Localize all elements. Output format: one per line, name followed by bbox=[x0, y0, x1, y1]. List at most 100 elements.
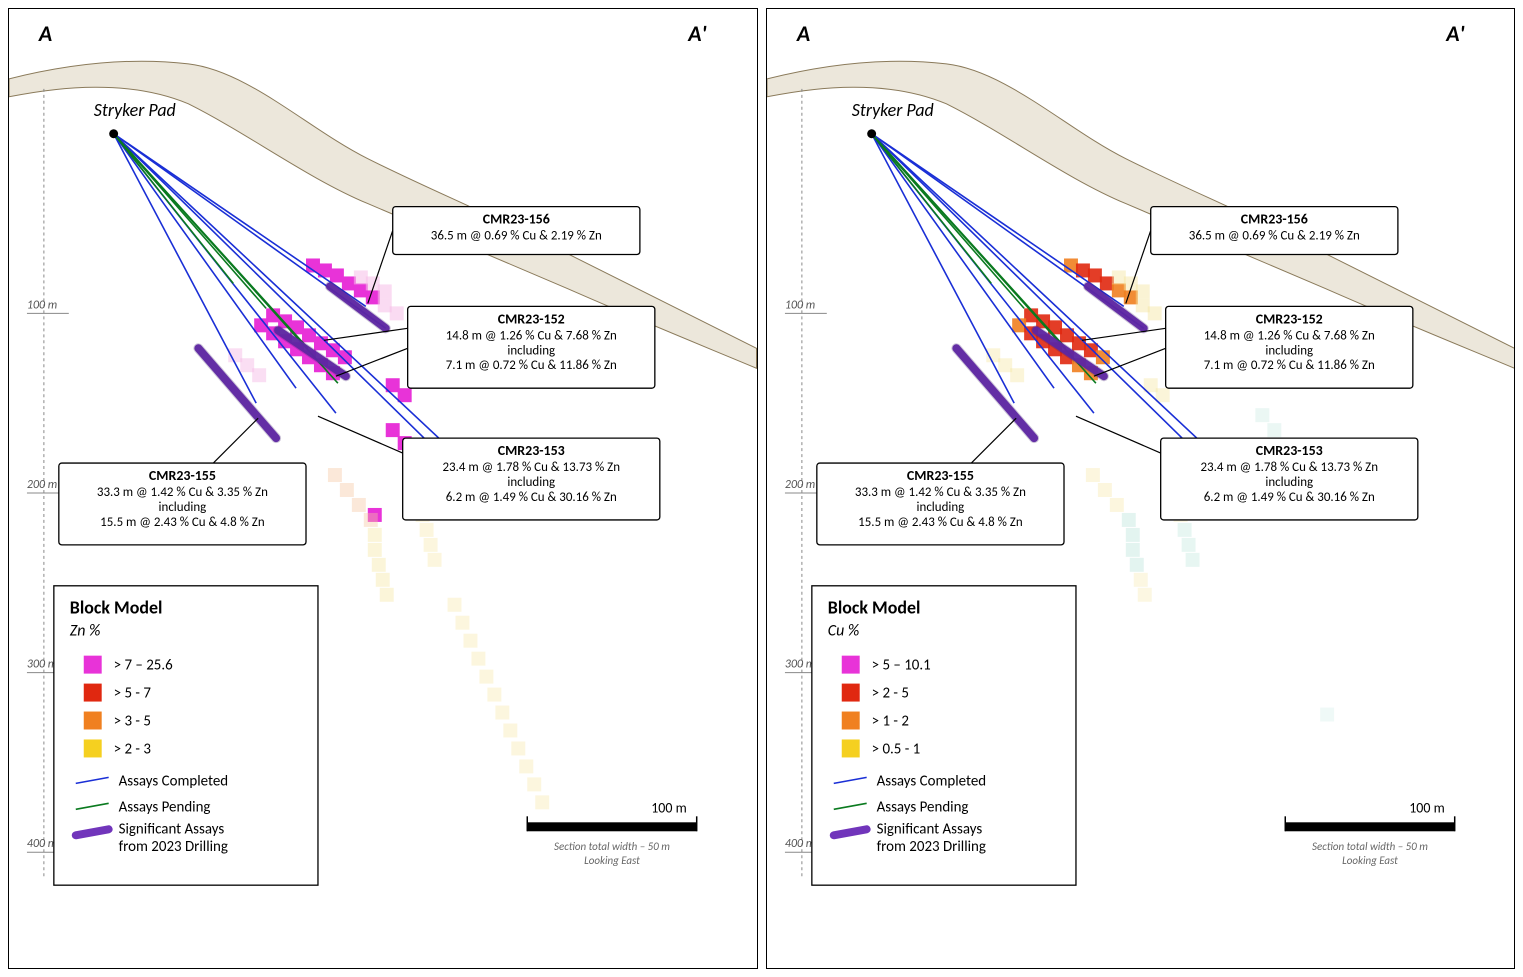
callout-line: 23.4 m @ 1.78 % Cu & 13.73 % Zn bbox=[1200, 460, 1378, 475]
collar-point bbox=[109, 129, 118, 138]
legend-grade-label: > 1 - 2 bbox=[871, 712, 908, 730]
legend-label: from 2023 Drilling bbox=[119, 838, 228, 856]
depth-label: 300 m bbox=[27, 658, 57, 672]
legend-label: Assays Pending bbox=[876, 798, 968, 816]
block-cell bbox=[1135, 298, 1149, 312]
block-cell bbox=[1181, 538, 1195, 552]
block-cell bbox=[463, 634, 477, 648]
block-cell bbox=[1125, 528, 1139, 542]
callout-leader bbox=[1081, 328, 1165, 340]
drill-line bbox=[114, 134, 234, 284]
scale-label: 100 m bbox=[1409, 799, 1445, 816]
callout-line: 15.5 m @ 2.43 % Cu & 4.8 % Zn bbox=[100, 515, 265, 530]
block-cell bbox=[1129, 558, 1143, 572]
collar-point bbox=[867, 129, 876, 138]
callout-line: 23.4 m @ 1.78 % Cu & 13.73 % Zn bbox=[442, 460, 620, 475]
block-cell bbox=[1097, 483, 1111, 497]
block-cell bbox=[1137, 588, 1151, 602]
block-cell bbox=[456, 616, 470, 630]
block-cell bbox=[1255, 408, 1269, 422]
callout-line: including bbox=[1265, 475, 1313, 490]
block-cell bbox=[326, 343, 340, 357]
callout-line: including bbox=[159, 500, 207, 515]
block-cell bbox=[479, 670, 493, 684]
section-label-left: A bbox=[38, 20, 52, 47]
block-cell bbox=[328, 468, 342, 482]
depth-label: 100 m bbox=[784, 298, 814, 312]
block-cell bbox=[1099, 276, 1113, 290]
legend-subtitle: Cu % bbox=[827, 622, 859, 641]
legend-label: Significant Assays bbox=[119, 820, 225, 838]
block-cell bbox=[1085, 468, 1099, 482]
callout-line: 7.1 m @ 0.72 % Cu & 11.86 % Zn bbox=[446, 358, 617, 373]
block-cell bbox=[503, 724, 517, 738]
block-cell bbox=[240, 358, 254, 372]
depth-label: 100 m bbox=[27, 298, 57, 312]
callout-title: CMR23-152 bbox=[1255, 310, 1322, 327]
scale-bar bbox=[527, 822, 696, 831]
legend-title: Block Model bbox=[70, 597, 163, 619]
block-cell bbox=[998, 358, 1012, 372]
block-cell bbox=[1109, 498, 1123, 512]
block-cell bbox=[1083, 343, 1097, 357]
callout-leader bbox=[213, 418, 258, 463]
callout-line: 14.8 m @ 1.26 % Cu & 7.68 % Zn bbox=[446, 328, 617, 343]
block-cell bbox=[424, 538, 438, 552]
block-cell bbox=[354, 270, 368, 284]
origin-label: Stryker Pad bbox=[851, 99, 933, 121]
drill-line bbox=[871, 134, 991, 284]
legend-swatch bbox=[841, 684, 859, 702]
block-cell bbox=[448, 598, 462, 612]
callout-leader bbox=[324, 328, 408, 340]
block-cell bbox=[1111, 283, 1125, 297]
callout-title: CMR23-153 bbox=[1255, 442, 1322, 459]
section-label-left: A bbox=[795, 20, 809, 47]
legend-label: Assays Completed bbox=[876, 772, 986, 790]
block-cell bbox=[1125, 543, 1139, 557]
callout-line: including bbox=[916, 500, 964, 515]
block-cell bbox=[390, 306, 404, 320]
footer-line: Section total width – 50 m bbox=[1312, 840, 1428, 853]
depth-label: 300 m bbox=[784, 658, 814, 672]
block-cell bbox=[352, 498, 366, 512]
block-cell bbox=[535, 795, 549, 809]
callout-line: 36.5 m @ 0.69 % Cu & 2.19 % Zn bbox=[1188, 229, 1359, 244]
figure-wrap: 100 m200 m300 m400 mStryker PadAA'CMR23-… bbox=[0, 0, 1523, 977]
legend-grade-label: > 7 – 25.6 bbox=[114, 657, 173, 675]
block-cell bbox=[340, 483, 354, 497]
origin-label: Stryker Pad bbox=[94, 99, 176, 121]
depth-label: 400 m bbox=[784, 837, 814, 851]
block-cell bbox=[314, 336, 328, 350]
block-cell bbox=[1111, 270, 1125, 284]
section-label-right: A' bbox=[1445, 20, 1464, 47]
legend-swatch bbox=[841, 656, 859, 674]
legend-subtitle: Zn % bbox=[70, 622, 101, 641]
legend-grade-label: > 2 - 5 bbox=[871, 685, 908, 703]
block-cell bbox=[487, 688, 501, 702]
block-cell bbox=[471, 652, 485, 666]
legend-label: Assays Completed bbox=[119, 772, 229, 790]
panel-cu: 100 m200 m300 m400 mStryker PadAA'CMR23-… bbox=[766, 8, 1516, 969]
block-cell bbox=[1320, 708, 1334, 722]
legend-swatch bbox=[84, 684, 102, 702]
callout-title: CMR23-156 bbox=[1240, 211, 1307, 228]
block-cell bbox=[368, 528, 382, 542]
legend-swatch bbox=[84, 656, 102, 674]
block-cell bbox=[376, 573, 390, 587]
block-cell bbox=[428, 553, 442, 567]
block-cell bbox=[330, 268, 344, 282]
block-cell bbox=[378, 298, 392, 312]
callout-line: 6.2 m @ 1.49 % Cu & 30.16 % Zn bbox=[1203, 490, 1374, 505]
block-cell bbox=[1133, 573, 1147, 587]
legend-swatch bbox=[84, 712, 102, 730]
block-cell bbox=[1147, 306, 1161, 320]
block-cell bbox=[1267, 423, 1281, 437]
block-cell bbox=[1155, 388, 1169, 402]
footer-line: Looking East bbox=[584, 854, 640, 867]
legend-title: Block Model bbox=[827, 597, 920, 619]
depth-label: 400 m bbox=[27, 837, 57, 851]
legend-grade-label: > 2 - 3 bbox=[114, 740, 151, 758]
callout-line: 36.5 m @ 0.69 % Cu & 2.19 % Zn bbox=[431, 229, 602, 244]
block-cell bbox=[364, 513, 378, 527]
block-cell bbox=[511, 741, 525, 755]
